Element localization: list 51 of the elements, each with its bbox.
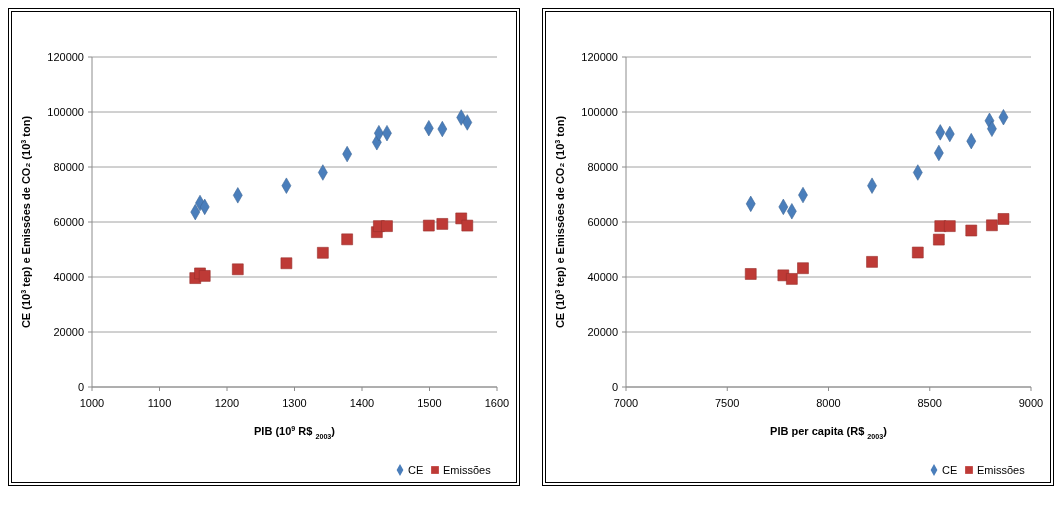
point [986,219,998,232]
x-axis-title: PIB (10$^{9}$ R$ $_{2003}$) [253,425,336,441]
x-tick-label: 9000 [1018,397,1044,409]
x-tick-label: 1000 [79,397,105,409]
point [797,262,809,274]
point [786,273,798,285]
x-tick-label: 1100 [147,397,172,409]
point [744,268,757,280]
point [944,220,956,232]
point [232,263,244,276]
point [866,256,878,268]
y-tick-label: 120000 [581,51,618,63]
y-tick-label: 0 [611,381,618,393]
x-tick-label: 8000 [816,397,841,409]
point [997,213,1010,225]
y-tick-label: 80000 [587,161,618,173]
point [423,219,435,232]
x-tick-label: 8500 [917,397,942,409]
point [317,247,329,259]
y-tick-label: 40000 [587,271,618,283]
y-tick-label: 100000 [581,106,618,118]
legend-label: Emissões [977,464,1026,476]
point [436,218,449,230]
y-tick-label: 40000 [53,271,84,283]
y-tick-label: 20000 [587,326,618,338]
point [280,257,293,270]
legend-label: CE [408,464,424,476]
y-tick-label: 60000 [587,216,618,228]
point [965,224,978,237]
y-tick-label: 120000 [47,51,84,63]
point [381,220,393,232]
x-tick-label: 1400 [349,397,375,409]
x-tick-label: 1600 [484,397,510,409]
x-tick-label: 1300 [282,397,307,409]
y-tick-label: 100000 [47,106,84,118]
point [341,233,353,246]
x-tick-label: 1200 [214,397,240,409]
y-tick-label: 0 [77,381,84,393]
point [461,219,474,232]
point [912,246,924,259]
y-tick-label: 20000 [53,326,84,338]
x-tick-label: 7500 [715,397,740,409]
y-tick-label: 80000 [53,161,84,173]
x-tick-label: 1500 [417,397,442,409]
y-tick-label: 60000 [53,216,84,228]
x-axis-title: PIB per capita (R$ $_{2003}$) [770,425,888,441]
x-tick-label: 7000 [613,397,639,409]
legend-label: Emissões [443,464,492,476]
legend-label: CE [942,464,958,476]
point [198,270,211,282]
point [933,233,945,246]
